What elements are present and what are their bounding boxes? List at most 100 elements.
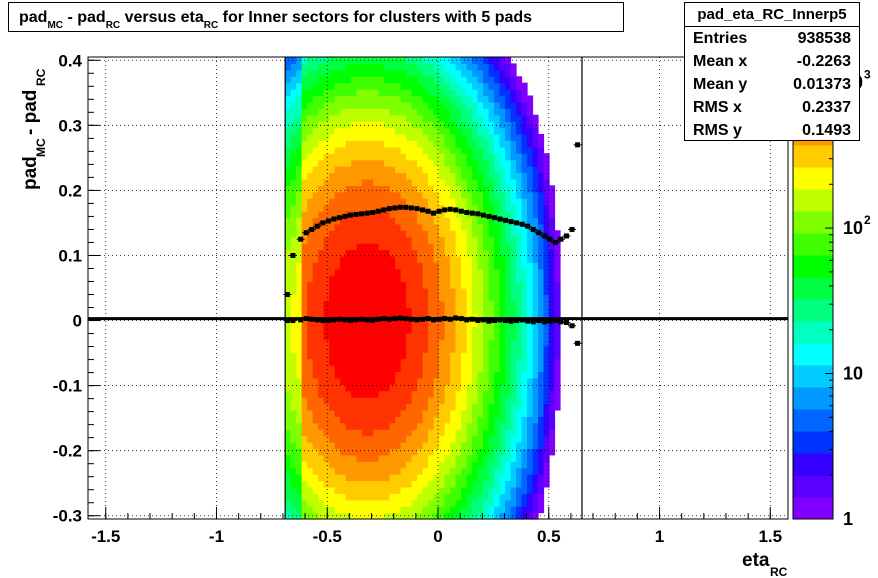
heatmap-cell xyxy=(296,211,303,219)
heatmap-cell xyxy=(510,236,517,244)
heatmap-cell xyxy=(461,480,468,488)
heatmap-cell xyxy=(296,493,303,501)
heatmap-cell xyxy=(488,397,495,405)
heatmap-cell xyxy=(428,307,435,315)
heatmap-cell xyxy=(307,153,314,161)
heatmap-cell xyxy=(323,211,330,219)
heatmap-cell xyxy=(334,422,341,430)
heatmap-cell xyxy=(307,236,314,244)
heatmap-cell xyxy=(499,178,506,186)
heatmap-cell xyxy=(290,345,297,353)
heatmap-cell xyxy=(510,499,517,507)
heatmap-cell xyxy=(472,467,479,475)
heatmap-cell xyxy=(549,422,556,430)
heatmap-cell xyxy=(329,397,336,405)
heatmap-cell xyxy=(444,153,451,161)
heatmap-cell xyxy=(543,384,550,392)
heatmap-cell xyxy=(516,288,523,296)
heatmap-cell xyxy=(494,461,501,469)
heatmap-cell xyxy=(329,146,336,154)
heatmap-cell xyxy=(378,255,385,263)
heatmap-cell xyxy=(422,454,429,462)
heatmap-cell xyxy=(301,416,308,424)
heatmap-cell xyxy=(444,89,451,97)
heatmap-cell xyxy=(505,223,512,231)
heatmap-cell xyxy=(433,294,440,302)
heatmap-cell xyxy=(538,288,545,296)
heatmap-cell xyxy=(499,422,506,430)
heatmap-cell xyxy=(334,461,341,469)
heatmap-cell xyxy=(472,358,479,366)
heatmap-cell xyxy=(521,493,528,501)
heatmap-cell xyxy=(477,204,484,212)
heatmap-cell xyxy=(455,178,462,186)
heatmap-cell xyxy=(411,467,418,475)
heatmap-cell xyxy=(334,198,341,206)
heatmap-cell xyxy=(483,448,490,456)
heatmap-cell xyxy=(488,352,495,360)
heatmap-cell xyxy=(494,499,501,507)
heatmap-cell xyxy=(538,211,545,219)
heatmap-cell xyxy=(499,390,506,398)
heatmap-cell xyxy=(521,320,528,328)
heatmap-cell xyxy=(428,512,435,520)
heatmap-cell xyxy=(483,499,490,507)
heatmap-cell xyxy=(307,390,314,398)
heatmap-cell xyxy=(378,166,385,174)
heatmap-cell xyxy=(483,172,490,180)
heatmap-cell xyxy=(488,198,495,206)
heatmap-cell xyxy=(417,185,424,193)
title-sub-rc-2: RC xyxy=(203,20,219,31)
heatmap-cell xyxy=(312,121,319,129)
heatmap-cell xyxy=(417,262,424,270)
heatmap-cell xyxy=(367,198,374,206)
heatmap-cell xyxy=(318,448,325,456)
heatmap-cell xyxy=(505,191,512,199)
heatmap-cell xyxy=(428,384,435,392)
heatmap-cell xyxy=(389,480,396,488)
heatmap-cell xyxy=(334,326,341,334)
heatmap-cell xyxy=(510,416,517,424)
heatmap-cell xyxy=(466,365,473,373)
heatmap-cell xyxy=(532,159,539,167)
heatmap-cell xyxy=(400,82,407,90)
heatmap-cell xyxy=(411,275,418,283)
heatmap-cell xyxy=(428,101,435,109)
heatmap-cell xyxy=(378,339,385,347)
heatmap-cell xyxy=(362,480,369,488)
heatmap-cell xyxy=(417,288,424,296)
heatmap-cell xyxy=(290,365,297,373)
heatmap-cell xyxy=(422,512,429,520)
heatmap-cell xyxy=(362,307,369,315)
heatmap-cell xyxy=(444,300,451,308)
heatmap-cell xyxy=(395,390,402,398)
heatmap-cell xyxy=(378,236,385,244)
heatmap-cell xyxy=(334,499,341,507)
heatmap-cell xyxy=(290,294,297,302)
heatmap-cell xyxy=(433,198,440,206)
heatmap-cell xyxy=(318,134,325,142)
heatmap-cell xyxy=(483,332,490,340)
heatmap-cell xyxy=(340,275,347,283)
heatmap-cell xyxy=(516,326,523,334)
heatmap-cell xyxy=(439,345,446,353)
heatmap-cell xyxy=(439,172,446,180)
heatmap-cell xyxy=(351,512,358,520)
heatmap-cell xyxy=(516,166,523,174)
heatmap-cell xyxy=(334,512,341,520)
heatmap-cell xyxy=(472,236,479,244)
heatmap-cell xyxy=(499,82,506,90)
heatmap-cell xyxy=(356,185,363,193)
heatmap-cell xyxy=(334,134,341,142)
heatmap-cell xyxy=(527,262,534,270)
heatmap-cell xyxy=(499,198,506,206)
heatmap-cell xyxy=(389,307,396,315)
heatmap-cell xyxy=(477,365,484,373)
heatmap-cell xyxy=(510,307,517,315)
heatmap-cell xyxy=(516,307,523,315)
heatmap-cell xyxy=(549,409,556,417)
heatmap-cell xyxy=(290,191,297,199)
heatmap-cell xyxy=(329,435,336,443)
heatmap-cell xyxy=(472,422,479,430)
heatmap-cell xyxy=(422,82,429,90)
